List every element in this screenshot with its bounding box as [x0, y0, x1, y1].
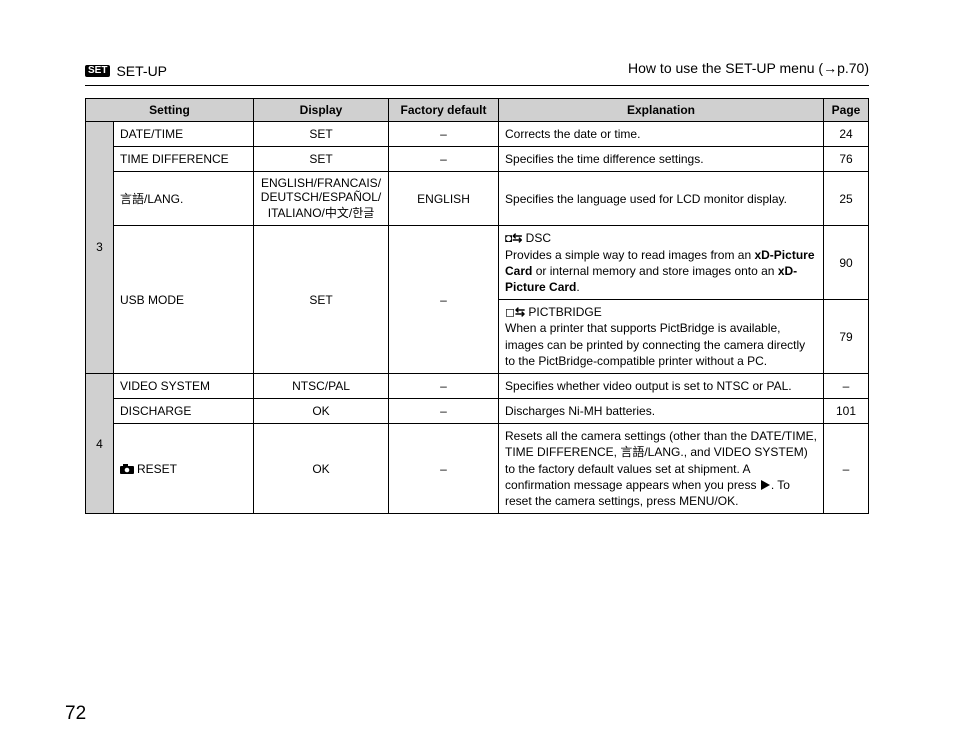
- header-left: SET SET-UP: [85, 63, 167, 79]
- setting-name: VIDEO SYSTEM: [114, 373, 254, 398]
- setting-page: 90: [824, 226, 869, 300]
- group-number: 3: [86, 122, 114, 374]
- table-row: RESETOK–Resets all the camera settings (…: [86, 424, 869, 514]
- setting-default: –: [389, 147, 499, 172]
- setting-default: –: [389, 399, 499, 424]
- col-header-page: Page: [824, 99, 869, 122]
- col-header-explanation: Explanation: [499, 99, 824, 122]
- setting-page: 101: [824, 399, 869, 424]
- header-right: How to use the SET-UP menu (→p.70): [628, 60, 869, 76]
- setting-display: SET: [254, 122, 389, 147]
- setting-display: OK: [254, 399, 389, 424]
- setting-page: –: [824, 424, 869, 514]
- setting-page: 76: [824, 147, 869, 172]
- col-header-default: Factory default: [389, 99, 499, 122]
- table-row: TIME DIFFERENCESET–Specifies the time di…: [86, 147, 869, 172]
- setting-default: –: [389, 226, 499, 374]
- setting-explanation: Discharges Ni-MH batteries.: [499, 399, 824, 424]
- table-body: 3DATE/TIMESET–Corrects the date or time.…: [86, 122, 869, 514]
- setting-default: ENGLISH: [389, 172, 499, 226]
- setting-explanation: Specifies the language used for LCD moni…: [499, 172, 824, 226]
- header-title: SET-UP: [116, 63, 167, 79]
- table-row: 3DATE/TIMESET–Corrects the date or time.…: [86, 122, 869, 147]
- page-number: 72: [65, 703, 86, 725]
- setting-explanation: Specifies the time difference settings.: [499, 147, 824, 172]
- setting-default: –: [389, 373, 499, 398]
- setting-explanation: ◘⇆ DSCProvides a simple way to read imag…: [499, 226, 824, 300]
- setting-default: –: [389, 122, 499, 147]
- header-rule: [85, 85, 869, 86]
- page-header: SET SET-UP How to use the SET-UP menu (→…: [85, 60, 869, 79]
- setting-page: 79: [824, 300, 869, 374]
- setting-page: –: [824, 373, 869, 398]
- setting-name: 言語/LANG.: [114, 172, 254, 226]
- setting-name: DATE/TIME: [114, 122, 254, 147]
- setting-name: DISCHARGE: [114, 399, 254, 424]
- group-number: 4: [86, 373, 114, 513]
- col-header-display: Display: [254, 99, 389, 122]
- setting-name: USB MODE: [114, 226, 254, 374]
- setting-display: NTSC/PAL: [254, 373, 389, 398]
- setting-explanation: Resets all the camera settings (other th…: [499, 424, 824, 514]
- table-row: 言語/LANG.ENGLISH/FRANCAIS/ DEUTSCH/ESPAÑO…: [86, 172, 869, 226]
- setting-name: TIME DIFFERENCE: [114, 147, 254, 172]
- col-header-setting: Setting: [86, 99, 254, 122]
- table-header-row: Setting Display Factory default Explanat…: [86, 99, 869, 122]
- table-row: 4VIDEO SYSTEMNTSC/PAL–Specifies whether …: [86, 373, 869, 398]
- setting-default: –: [389, 424, 499, 514]
- setting-display: SET: [254, 226, 389, 374]
- setting-display: ENGLISH/FRANCAIS/ DEUTSCH/ESPAÑOL/ ITALI…: [254, 172, 389, 226]
- table-row: USB MODESET–◘⇆ DSCProvides a simple way …: [86, 226, 869, 300]
- setting-display: SET: [254, 147, 389, 172]
- set-badge: SET: [85, 65, 110, 77]
- setting-explanation: Specifies whether video output is set to…: [499, 373, 824, 398]
- setting-explanation: ◻⇆ PICTBRIDGEWhen a printer that support…: [499, 300, 824, 374]
- setting-explanation: Corrects the date or time.: [499, 122, 824, 147]
- setting-name: RESET: [114, 424, 254, 514]
- table-row: DISCHARGEOK–Discharges Ni-MH batteries.1…: [86, 399, 869, 424]
- setting-page: 25: [824, 172, 869, 226]
- setting-display: OK: [254, 424, 389, 514]
- settings-table: Setting Display Factory default Explanat…: [85, 98, 869, 514]
- setting-page: 24: [824, 122, 869, 147]
